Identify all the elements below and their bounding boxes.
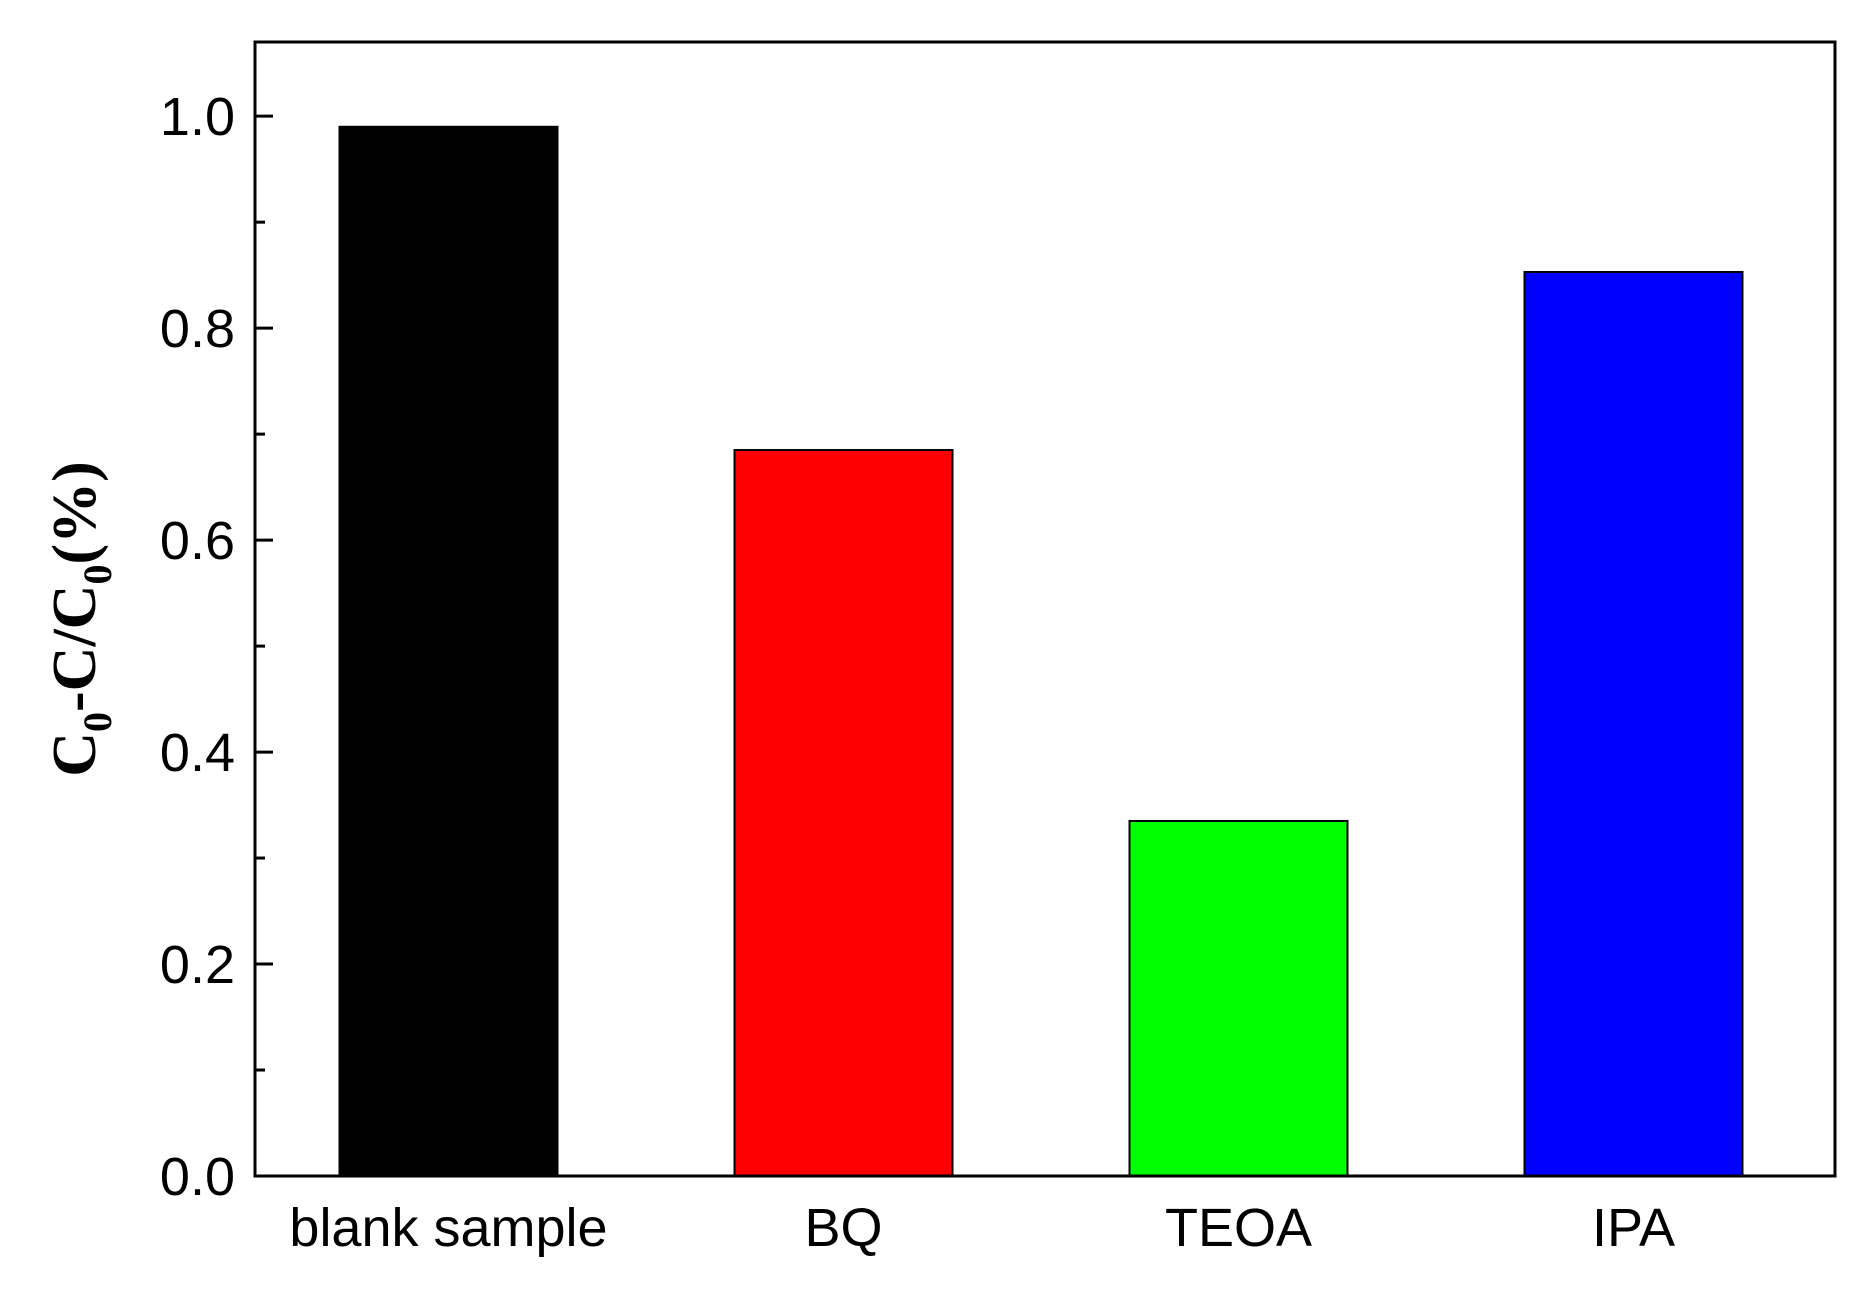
bar-bq: [733, 449, 954, 1178]
y-tick-label: 0.6: [160, 511, 235, 571]
category-label-ipa: IPA: [1592, 1198, 1675, 1258]
bars-group: [338, 125, 1744, 1178]
y-tick-label: 0.8: [160, 299, 235, 359]
y-tick-label: 0.4: [160, 723, 235, 783]
y-axis-label-tail: (%): [41, 461, 109, 564]
y-tick-label: 0.0: [160, 1147, 235, 1207]
y-axis-label-sub1: 0: [75, 712, 120, 732]
bar-teoa: [1128, 819, 1349, 1178]
y-axis-tick-labels: 0.0 0.2 0.4 0.6 0.8 1.0: [160, 87, 235, 1207]
plot-frame: [253, 40, 1837, 1178]
y-tick-label: 1.0: [160, 87, 235, 147]
category-label-blank-sample: blank sample: [289, 1198, 607, 1258]
category-label-teoa: TEOA: [1165, 1198, 1312, 1258]
bar-blank-sample: [338, 125, 559, 1178]
y-axis-label-c1: C: [41, 732, 109, 777]
y-axis-label-sub2: 0: [75, 565, 120, 585]
category-label-bq: BQ: [804, 1198, 882, 1258]
y-axis-label: C0-C/C0(%): [41, 461, 120, 777]
bar-ipa: [1523, 270, 1744, 1177]
y-axis-label-mid: -C/C: [41, 585, 109, 712]
y-tick-label: 0.2: [160, 935, 235, 995]
x-axis-category-labels: blank sample BQ TEOA IPA: [289, 1198, 1675, 1258]
y-axis-ticks: [255, 114, 273, 1178]
